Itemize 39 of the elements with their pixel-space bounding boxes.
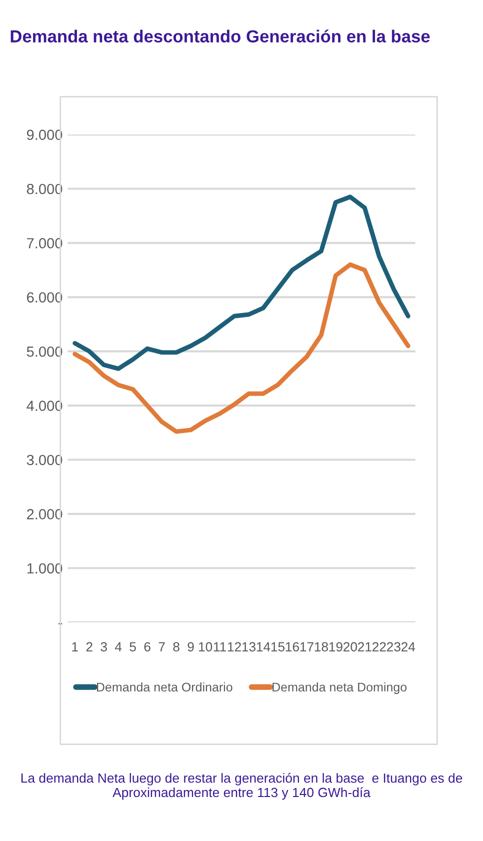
y-tick-label: 8.000	[26, 184, 62, 194]
x-tick-label: 5	[130, 642, 136, 652]
y-tick-label: 9.000	[26, 130, 62, 140]
line-series	[72, 194, 410, 371]
x-tick-label: 4	[114, 642, 122, 652]
x-tick-label: 9	[188, 642, 194, 652]
y-tick-label: 7.000	[27, 238, 62, 248]
x-tick-label: 15	[271, 642, 285, 652]
x-tick-label: 17	[300, 642, 314, 652]
x-tick-label: 18	[314, 642, 328, 652]
x-tick-label: 3	[100, 642, 107, 652]
x-tick-label: 12	[228, 642, 241, 652]
y-tick-label: 6.000	[27, 292, 62, 303]
x-tick-label: 2	[86, 642, 92, 652]
y-tick-label: 5.000	[26, 346, 62, 357]
x-tick-label: 21	[358, 642, 372, 652]
text: La demanda Neta luego de restar la generación en la base e Ituango es de Aproximadamente entre 113 y 140 GWh-día	[21, 772, 462, 800]
x-tick-label: 14	[256, 642, 270, 652]
x-tick-label: 10	[198, 642, 212, 652]
x-tick-label: 6	[144, 642, 150, 652]
legend-label: Demanda neta Ordinario	[96, 682, 232, 692]
x-tick-label: 7	[158, 642, 165, 652]
x-tick-label: 13	[242, 642, 256, 652]
y-tick-label: 2.000	[27, 509, 62, 520]
x-tick-label: 16	[286, 642, 299, 652]
x-tick-label: 19	[329, 642, 342, 652]
y-tick-label: 1.000	[27, 563, 62, 574]
y-tick-label: 3.000	[26, 454, 62, 466]
x-tick-label: 8	[173, 642, 180, 652]
x-tick-label: 11	[214, 642, 226, 652]
x-tick-label: 22	[372, 642, 386, 652]
x-tick-label: 23	[386, 642, 400, 652]
y-tick-label: 4.000	[26, 400, 62, 411]
line-series	[72, 262, 410, 434]
legend-label: Demanda neta Domingo	[272, 682, 407, 694]
x-tick-label: 24	[401, 642, 416, 652]
x-tick-label: 1	[72, 642, 78, 652]
chart-title: Demanda neta descontando Generación en la base	[10, 30, 430, 43]
x-tick-label: 20	[344, 642, 357, 652]
